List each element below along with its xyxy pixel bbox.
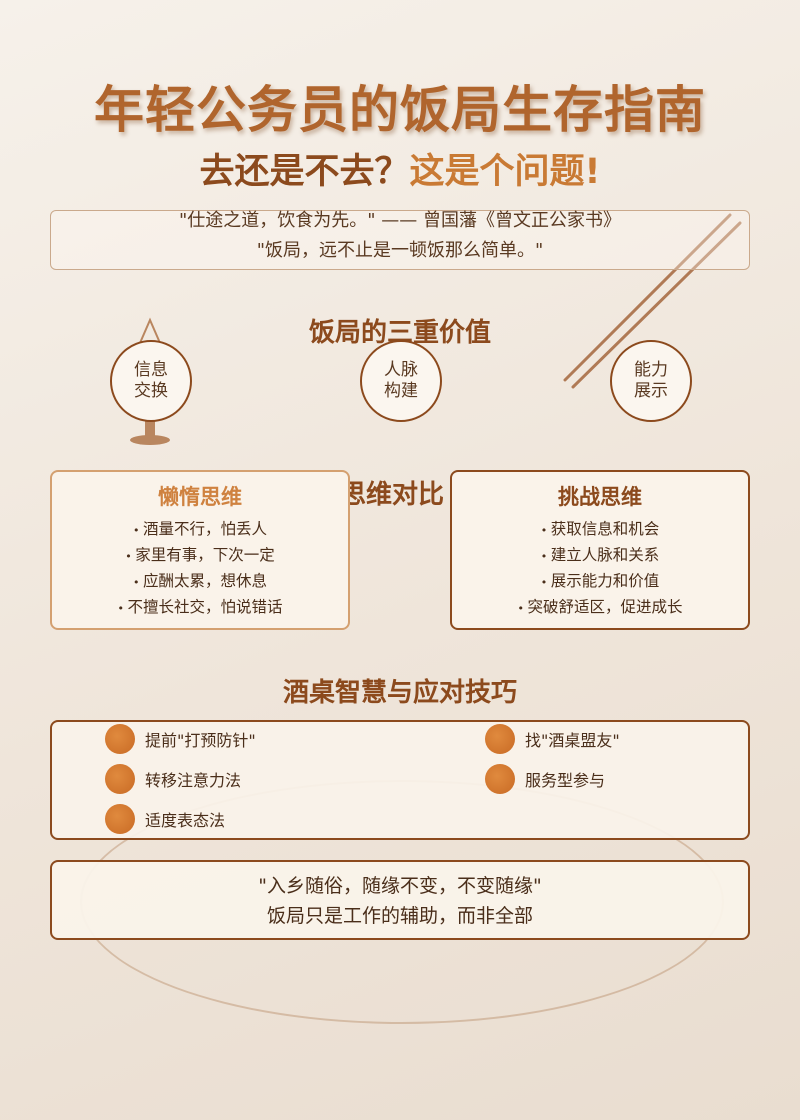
tip-label: 提前"打预防针" bbox=[145, 731, 256, 750]
subtitle-accent: 这是个问题! bbox=[409, 152, 601, 192]
value-label: 展示 bbox=[634, 381, 668, 401]
closing-quote: "入乡随俗，随缘不变，不变随缘" bbox=[258, 875, 542, 897]
list-item: 酒量不行，怕丢人 bbox=[52, 517, 348, 543]
page-subtitle: 去还是不去？这是个问题! bbox=[0, 143, 800, 194]
tip-item: 适度表态法 bbox=[105, 804, 225, 834]
list-item: 应酬太累，想休息 bbox=[52, 569, 348, 595]
challenge-mindset-list: 获取信息和机会 建立人脉和关系 展示能力和价值 突破舒适区，促进成长 bbox=[452, 517, 748, 621]
card-title: 挑战思维 bbox=[558, 485, 642, 509]
list-item: 展示能力和价值 bbox=[452, 569, 748, 595]
value-label: 能力 bbox=[634, 360, 668, 380]
tip-label: 适度表态法 bbox=[145, 811, 226, 830]
value-label: 人脉 bbox=[384, 360, 418, 380]
tip-label: 找"酒桌盟友" bbox=[525, 731, 620, 750]
value-label: 信息 bbox=[134, 360, 168, 380]
value-circle-info: 信息 交换 bbox=[110, 340, 192, 422]
list-item: 获取信息和机会 bbox=[452, 517, 748, 543]
bullet-dot-icon bbox=[105, 804, 135, 834]
tip-item: 提前"打预防针" bbox=[105, 724, 256, 754]
compare-section-title: 思维对比 bbox=[340, 480, 445, 510]
closing-note: 饭局只是工作的辅助，而非全部 bbox=[266, 905, 533, 927]
tip-item: 服务型参与 bbox=[485, 764, 605, 794]
value-label: 构建 bbox=[384, 381, 418, 401]
list-item: 建立人脉和关系 bbox=[452, 543, 748, 569]
quote-line: "仕途之道，饮食为先。" —— 曾国藩《曾文正公家书》 bbox=[179, 210, 621, 231]
tip-label: 转移注意力法 bbox=[145, 771, 242, 790]
lazy-mindset-list: 酒量不行，怕丢人 家里有事，下次一定 应酬太累，想休息 不擅长社交，怕说错话 bbox=[52, 517, 348, 621]
closing-box bbox=[50, 860, 750, 940]
bullet-dot-icon bbox=[485, 724, 515, 754]
tip-item: 转移注意力法 bbox=[105, 764, 241, 794]
subtitle-main: 去还是不去？ bbox=[199, 152, 410, 192]
card-title: 懒惰思维 bbox=[158, 485, 242, 509]
page-title: 年轻公务员的饭局生存指南 bbox=[94, 81, 706, 139]
value-circle-ability: 能力 展示 bbox=[610, 340, 692, 422]
value-circle-network: 人脉 构建 bbox=[360, 340, 442, 422]
lazy-mindset-card: 懒惰思维 酒量不行，怕丢人 家里有事，下次一定 应酬太累，想休息 不擅长社交，怕… bbox=[50, 470, 350, 630]
tip-item: 找"酒桌盟友" bbox=[485, 724, 620, 754]
lamp-icon bbox=[130, 317, 170, 445]
challenge-mindset-card: 挑战思维 获取信息和机会 建立人脉和关系 展示能力和价值 突破舒适区，促进成长 bbox=[450, 470, 750, 630]
quote-line: "饭局，远不止是一顿饭那么简单。" bbox=[256, 240, 544, 261]
list-item: 家里有事，下次一定 bbox=[52, 543, 348, 569]
list-item: 不擅长社交，怕说错话 bbox=[52, 595, 348, 621]
tip-label: 服务型参与 bbox=[525, 771, 606, 790]
bullet-dot-icon bbox=[485, 764, 515, 794]
quote-box bbox=[50, 210, 750, 270]
tips-box bbox=[50, 720, 750, 840]
value-label: 交换 bbox=[134, 381, 168, 401]
chopsticks-icon bbox=[563, 213, 742, 389]
tips-section-title: 酒桌智慧与应对技巧 bbox=[282, 678, 517, 708]
list-item: 突破舒适区，促进成长 bbox=[452, 595, 748, 621]
bullet-dot-icon bbox=[105, 724, 135, 754]
bullet-dot-icon bbox=[105, 764, 135, 794]
